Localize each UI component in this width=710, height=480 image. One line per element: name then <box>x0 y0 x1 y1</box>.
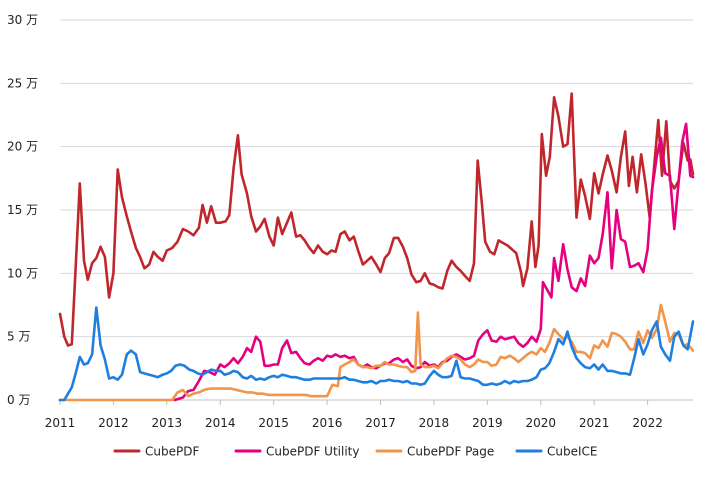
x-tick-label: 2011 <box>45 416 76 430</box>
legend-label: CubePDF Utility <box>266 445 359 459</box>
y-tick-label: 25 万 <box>7 76 38 90</box>
x-tick-label: 2022 <box>632 416 663 430</box>
x-tick-label: 2018 <box>419 416 450 430</box>
y-tick-label: 20 万 <box>7 140 38 154</box>
x-tick-label: 2016 <box>312 416 343 430</box>
y-tick-label: 15 万 <box>7 203 38 217</box>
x-tick-label: 2012 <box>98 416 129 430</box>
y-tick-label: 5 万 <box>7 330 30 344</box>
x-tick-label: 2013 <box>152 416 183 430</box>
series-lines <box>58 92 695 402</box>
legend-label: CubePDF <box>145 445 199 459</box>
series-line-cubeice <box>58 306 695 402</box>
series-line-cubepdf <box>58 92 695 347</box>
y-tick-label: 30 万 <box>7 13 38 27</box>
legend-label: CubePDF Page <box>407 445 494 459</box>
x-tick-label: 2021 <box>579 416 610 430</box>
legend-label: CubeICE <box>547 445 597 459</box>
series-line-cubepdf-utility <box>173 122 695 402</box>
gridlines <box>60 19 693 338</box>
x-tick-label: 2020 <box>525 416 556 430</box>
x-tick-label: 2019 <box>472 416 503 430</box>
series-line-cubepdf-page <box>58 303 695 402</box>
x-tick-label: 2015 <box>258 416 289 430</box>
x-tick-label: 2017 <box>365 416 396 430</box>
legend: CubePDF CubePDF Utility CubePDF Page CubeIC… <box>113 445 597 459</box>
y-tick-label: 0 万 <box>7 393 30 407</box>
axes: 0 万 5 万 10 万 15 万 20 万 25 万 30 万 2011 2012 2013 20… <box>7 13 693 430</box>
x-tick-label: 2014 <box>205 416 236 430</box>
y-tick-label: 10 万 <box>7 266 38 280</box>
